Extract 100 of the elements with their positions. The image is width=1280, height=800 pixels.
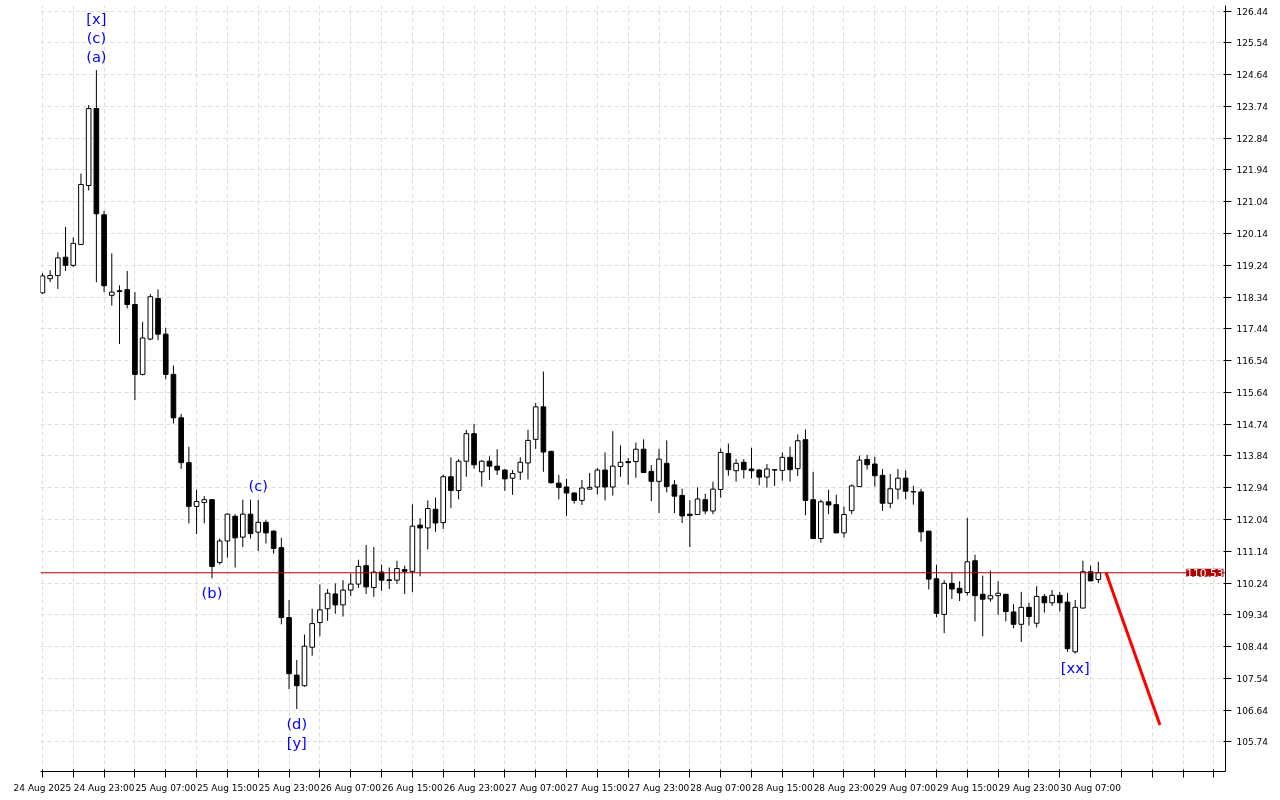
- y-tick-label: 122.84: [1236, 133, 1269, 144]
- y-tick-label: 109.34: [1236, 610, 1269, 621]
- annotation: [xx]: [1060, 659, 1090, 677]
- candlestick: [340, 579, 346, 618]
- candlestick: [764, 463, 770, 489]
- candlestick: [594, 467, 601, 495]
- candlestick: [263, 519, 269, 544]
- candlestick: [625, 457, 631, 486]
- x-tick-label: 26 Aug 15:00: [382, 782, 443, 793]
- candlestick: [872, 456, 878, 488]
- y-tick-label: 105.74: [1236, 737, 1269, 748]
- annotation: (c): [248, 477, 268, 495]
- candlestick: [124, 270, 131, 309]
- candlestick: [864, 454, 870, 471]
- y-tick-label: 117.44: [1236, 324, 1269, 335]
- x-tick-label: 24 Aug 23:00: [73, 782, 135, 793]
- x-tick-label: 27 Aug 23:00: [628, 782, 690, 793]
- y-tick-label: 114.74: [1236, 419, 1269, 430]
- candlestick: [108, 252, 115, 307]
- y-tick-label: 112.04: [1236, 514, 1269, 525]
- x-tick-label: 27 Aug 15:00: [567, 782, 628, 793]
- candlestick: [710, 481, 716, 515]
- candlestick: [887, 473, 894, 509]
- candlestick: [656, 448, 662, 514]
- candlestick: [841, 505, 847, 538]
- x-tick-label: 26 Aug 07:00: [320, 782, 382, 793]
- candlestick: [232, 513, 238, 568]
- y-tick-label: 120.14: [1236, 229, 1269, 240]
- candlestick: [1056, 591, 1063, 613]
- x-tick-label: 25 Aug 15:00: [197, 782, 259, 793]
- y-tick-label: 121.94: [1236, 165, 1269, 176]
- candlestick: [910, 485, 917, 506]
- y-tick-label: 113.84: [1236, 451, 1269, 462]
- candlestick: [363, 544, 369, 595]
- annotation: [y]: [286, 733, 307, 751]
- candlestick: [494, 448, 500, 476]
- candlestick: [1049, 589, 1055, 607]
- candlestick: [293, 659, 300, 710]
- candlestick: [949, 571, 955, 600]
- annotation: (d): [286, 714, 308, 732]
- candlestick: [255, 499, 262, 552]
- candlestick: [355, 559, 362, 589]
- ref-line-label: 110.53: [1186, 566, 1224, 580]
- y-tick-label: 118.34: [1236, 292, 1269, 303]
- candlestick: [902, 469, 909, 500]
- candlestick: [47, 269, 53, 283]
- candlestick: [687, 499, 693, 548]
- x-tick-label: 29 Aug 15:00: [936, 782, 998, 793]
- annotation: (b): [201, 583, 223, 601]
- y-tick-label: 116.54: [1236, 356, 1269, 367]
- annotation: (a): [86, 47, 107, 65]
- candlestick: [895, 468, 901, 500]
- candlestick: [1026, 602, 1032, 627]
- y-tick-label: 110.24: [1236, 578, 1269, 589]
- y-tick-label: 108.44: [1236, 642, 1269, 653]
- y-tick-label: 121.04: [1236, 197, 1269, 208]
- y-tick-label: 123.74: [1236, 101, 1269, 112]
- candlestick: [517, 456, 524, 481]
- candlestick: [740, 458, 747, 480]
- y-tick-label: 126.44: [1236, 6, 1269, 17]
- candlestick: [563, 478, 570, 517]
- y-tick-label: 112.94: [1236, 483, 1269, 494]
- x-tick-label: 27 Aug 07:00: [505, 782, 567, 793]
- y-tick-label: 115.64: [1236, 387, 1269, 398]
- x-tick-label: 29 Aug 07:00: [875, 782, 937, 793]
- y-tick-label: 119.24: [1236, 260, 1269, 271]
- candlestick: [609, 430, 616, 496]
- x-tick-label: 25 Aug 23:00: [258, 782, 320, 793]
- y-tick-label: 106.64: [1236, 705, 1269, 716]
- x-tick-label: 24 Aug 2025: [13, 782, 72, 793]
- x-tick-label: 28 Aug 07:00: [690, 782, 752, 793]
- candlestick: [116, 284, 123, 345]
- annotation: (c): [86, 28, 107, 46]
- candlestick: [432, 497, 439, 533]
- candlestick: [602, 451, 608, 501]
- candlestick: [579, 479, 585, 506]
- candlestick: [386, 566, 393, 590]
- candlestick: [733, 458, 739, 483]
- y-tick-label: 124.64: [1236, 70, 1269, 81]
- candlestick: [556, 474, 562, 500]
- candlestick: [995, 580, 1001, 616]
- candlestick: [216, 538, 223, 566]
- candlestick: [371, 546, 377, 598]
- x-tick-label: 26 Aug 23:00: [443, 782, 505, 793]
- candlestick: [240, 499, 246, 548]
- candlestick: [509, 469, 516, 496]
- candlestick: [633, 442, 639, 479]
- candlestick: [55, 251, 61, 290]
- x-tick-label: 29 Aug 23:00: [998, 782, 1060, 793]
- candlestick: [787, 446, 793, 483]
- candlestick: [347, 572, 354, 597]
- annotation: [x]: [86, 9, 107, 27]
- candlestick: [417, 517, 423, 577]
- candlestick: [679, 488, 685, 524]
- x-tick-label: 30 Aug 07:00: [1060, 782, 1122, 793]
- candlestick: [309, 608, 315, 657]
- candlestick: [1003, 593, 1009, 622]
- candlestick: [448, 456, 454, 509]
- x-tick-label: 28 Aug 23:00: [813, 782, 875, 793]
- candlestick: [525, 429, 531, 481]
